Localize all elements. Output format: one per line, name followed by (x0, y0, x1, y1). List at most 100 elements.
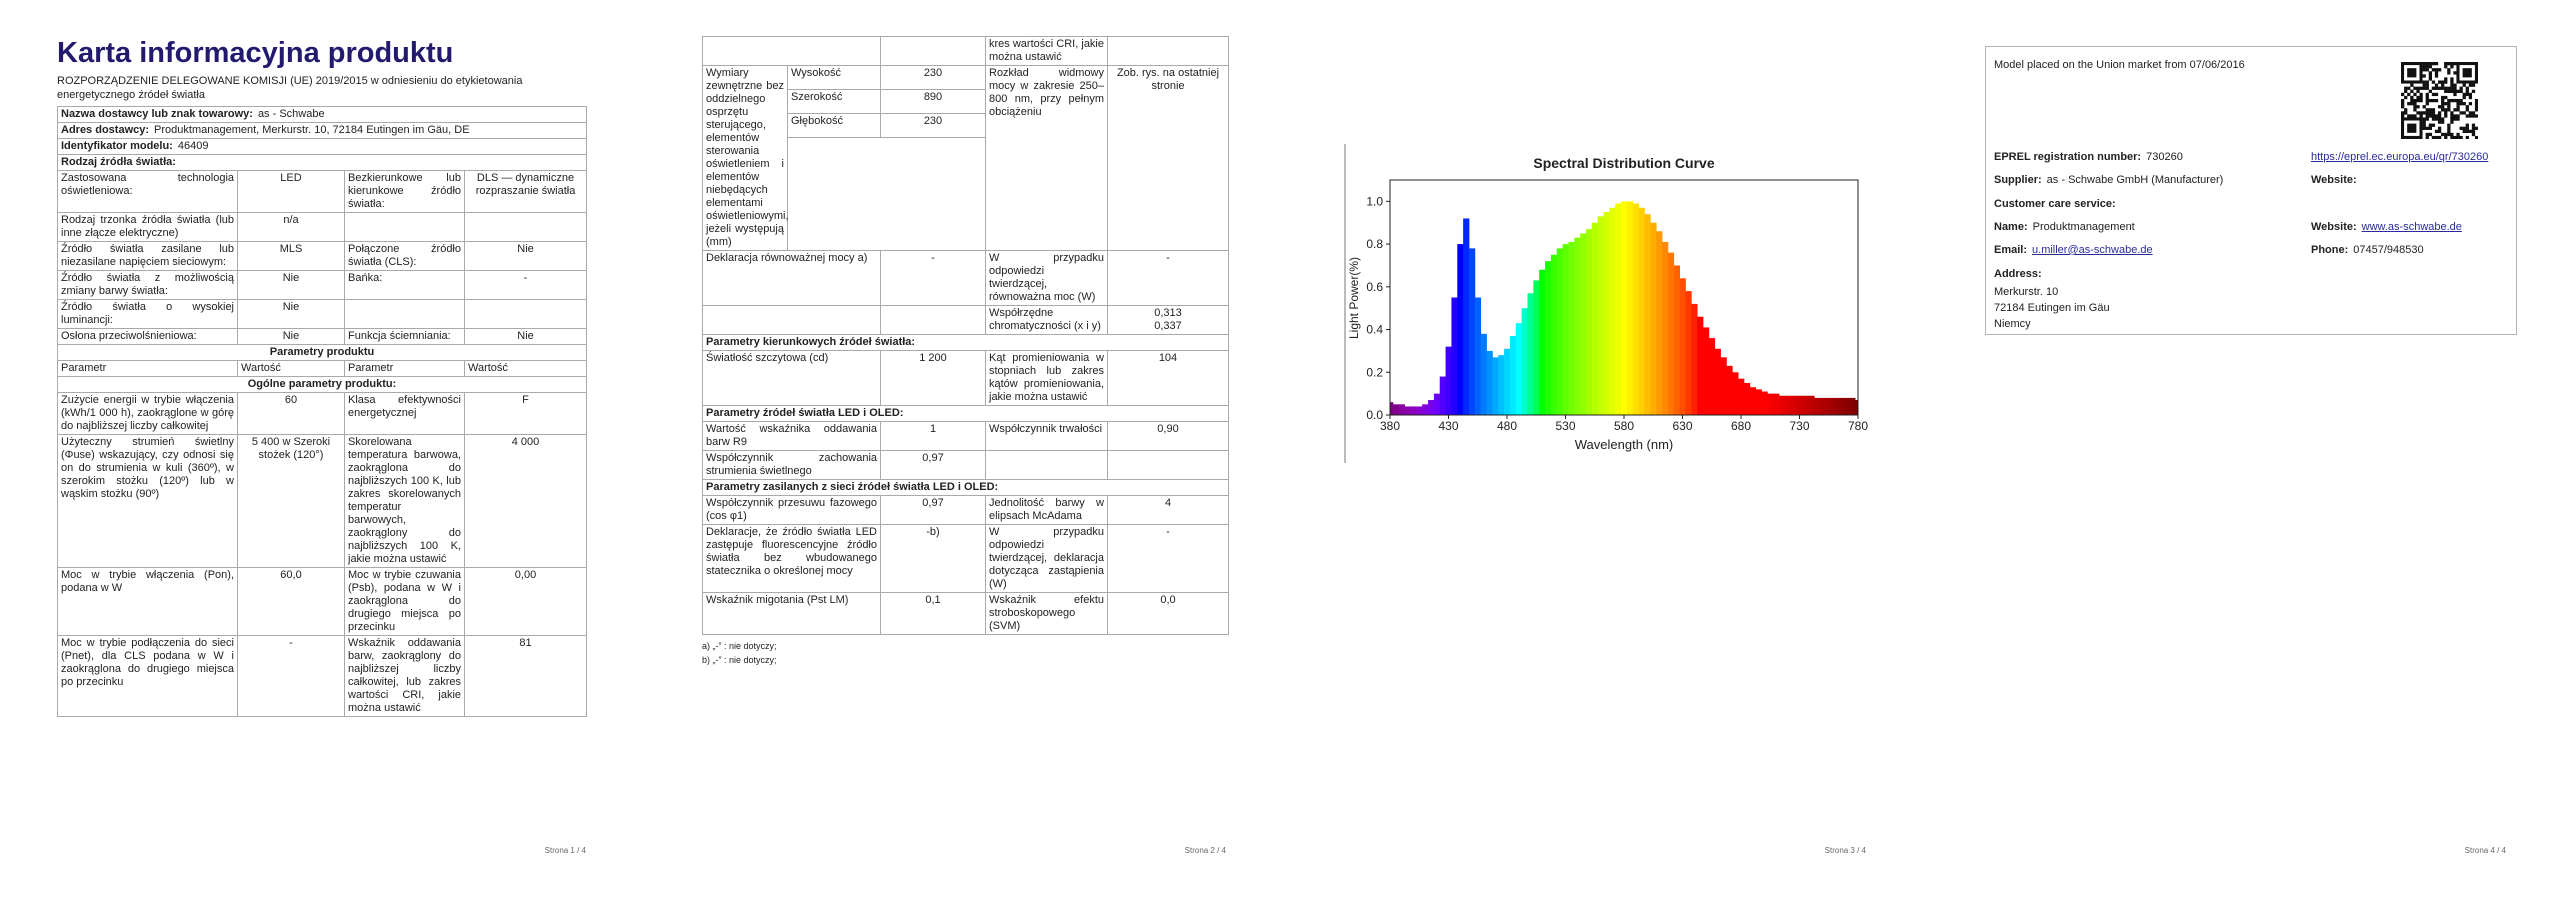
info-value: Produktmanagement, Merkurstr. 10, 72184 … (154, 124, 470, 136)
qr-module (2444, 135, 2448, 139)
dimension-row: Głębokość 230 (703, 113, 1229, 138)
table-cell: 0,313 0,337 (1107, 305, 1229, 335)
table-cell: Parametry źródeł światła LED i OLED: (702, 405, 1229, 422)
qr-module (2450, 114, 2454, 118)
table-cell: Funkcja ściemniania: (344, 328, 465, 345)
email-link[interactable]: u.miller@as-schwabe.de (2032, 244, 2153, 256)
qr-module (2434, 74, 2439, 78)
table-cell: Zastosowana technologia oświetleniowa: (57, 170, 238, 213)
qr-module (2453, 86, 2457, 90)
qr-module (2428, 65, 2432, 69)
info-value: 46409 (177, 140, 209, 152)
phone-row: Phone: 07457/948530 (2311, 244, 2424, 256)
qr-module (2425, 68, 2429, 72)
spectrum-band (1667, 252, 1675, 415)
spectrum-band (1808, 395, 1815, 415)
page-footer: Strona 3 / 4 (1824, 846, 1866, 855)
qr-module (2407, 86, 2411, 90)
spectrum-band (1468, 248, 1476, 415)
spectrum-band (1702, 327, 1710, 415)
qr-module (2456, 117, 2460, 121)
table-cell (463, 212, 588, 242)
qr-module (2441, 105, 2445, 109)
spectrum-band (1545, 261, 1552, 415)
spectrum-band (1433, 393, 1441, 415)
eprel-number: 730260 (2146, 151, 2183, 163)
qr-module (2447, 126, 2451, 130)
qr-module (2434, 83, 2439, 87)
qr-module (2444, 89, 2448, 93)
qr-module (2401, 98, 2405, 103)
x-tick-label: 630 (1672, 419, 1692, 433)
email-row: Email: u.miller@as-schwabe.de (1994, 244, 2153, 256)
table-cell: 4 (1107, 495, 1229, 525)
table-cell: 60 (237, 392, 345, 435)
spectrum-band (1802, 395, 1809, 415)
dimension-row: Wymiary zewnętrzne bez oddzielnego osprz… (702, 65, 1229, 251)
info-row: Nazwa dostawcy lub znak towarowy: as - Sc… (56, 106, 588, 123)
spectrum-band (1398, 404, 1406, 415)
spectrum-band (1638, 207, 1645, 415)
qr-module (2441, 120, 2445, 124)
table-cell: F (463, 392, 588, 435)
sheet-title: Karta informacyjna produktu (57, 37, 454, 69)
table-row: Osłona przeciwolśnieniowa: Nie Funkcja ści… (57, 328, 588, 345)
table-row: Rodzaj trzonka źródła światła (lub inne … (57, 212, 588, 242)
y-tick-label: 0.0 (1366, 408, 1383, 422)
qr-module (2450, 132, 2454, 137)
page-3: Spectral Distribution Curve Wavelength (… (1280, 0, 1920, 905)
qr-module (2462, 92, 2466, 97)
qr-module (2465, 129, 2469, 134)
website-link[interactable]: www.as-schwabe.de (2361, 221, 2462, 233)
table-cell: Współrzędne chromatyczności (x i y) (985, 305, 1108, 335)
qr-module (2416, 89, 2420, 93)
table-row: Deklaracje, że źródło światła LED zastęp… (702, 524, 1229, 593)
table-cell: 0,90 (1107, 421, 1229, 451)
table-cell: 60,0 (237, 567, 345, 636)
qr-module (2474, 135, 2478, 139)
spectrum-band (1428, 400, 1435, 415)
qr-module (2444, 77, 2448, 81)
spectrum-band (1662, 241, 1669, 415)
table-cell: Źródło światła zasilane lub niezasilane … (57, 241, 238, 271)
table-cell: DLS — dynamiczne rozpraszanie światła (463, 170, 588, 213)
qr-module (2434, 129, 2439, 134)
qr-module (2410, 98, 2414, 103)
table-row: Wskaźnik migotania (Pst LM) 0,1 Wskaźnik e… (702, 592, 1229, 635)
qr-module (2462, 129, 2466, 134)
table-cell: Współczynnik trwałości (985, 421, 1108, 451)
spectrum-band (1796, 395, 1803, 415)
table-row: Współczynnik przesuwu fazowego (cos φ1) 0… (702, 495, 1229, 525)
spectrum-band (1644, 214, 1651, 415)
qr-module (2450, 83, 2454, 87)
table-cell: Wskaźnik migotania (Pst LM) (702, 592, 881, 635)
eprel-link[interactable]: https://eprel.ec.europa.eu/qr/730260 (2311, 151, 2489, 163)
spectral-chart: Spectral Distribution Curve Wavelength (… (1344, 144, 1868, 463)
qr-module (2422, 120, 2426, 124)
x-axis-label: Wavelength (nm) (1575, 437, 1674, 452)
table-cell: - (880, 250, 986, 306)
table-cell (344, 212, 465, 242)
spectrum-band (1738, 378, 1745, 415)
table-cell: Zużycie energii w trybie włączenia (kWh/… (57, 392, 238, 435)
qr-module (2425, 114, 2429, 118)
qr-module (2428, 89, 2432, 93)
qr-module (2450, 89, 2454, 93)
qr-module (2401, 114, 2405, 118)
spectrum-band (1439, 376, 1446, 415)
qr-module (2434, 68, 2439, 72)
qr-module (2425, 83, 2429, 87)
spectrum-band (1392, 404, 1400, 415)
table-cell: Parametr (57, 360, 238, 377)
table-cell: Moc w trybie podłączenia do sieci (Pnet)… (57, 635, 238, 717)
qr-module (2447, 62, 2451, 66)
supplier-row: Supplier: as - Schwabe GmbH (Manufacturer… (1994, 174, 2223, 186)
spectrum-band (1755, 389, 1762, 415)
table-cell: - (1107, 250, 1229, 306)
spectrum-band (1504, 348, 1511, 415)
qr-module (2413, 92, 2417, 97)
spectrum-band (1445, 346, 1452, 415)
qr-module (2428, 108, 2432, 112)
qr-module (2441, 80, 2445, 84)
page-2-content: kres wartości CRI, jakie można ustawić Wy… (702, 36, 1229, 667)
